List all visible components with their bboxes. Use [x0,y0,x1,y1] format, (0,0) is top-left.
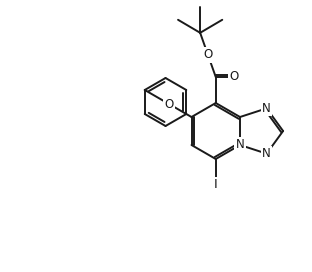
Text: N: N [262,147,271,160]
Text: O: O [164,97,173,110]
Text: O: O [229,70,239,84]
Text: N: N [262,102,271,115]
Text: O: O [203,48,212,61]
Text: N: N [236,138,244,152]
Text: I: I [214,178,218,191]
